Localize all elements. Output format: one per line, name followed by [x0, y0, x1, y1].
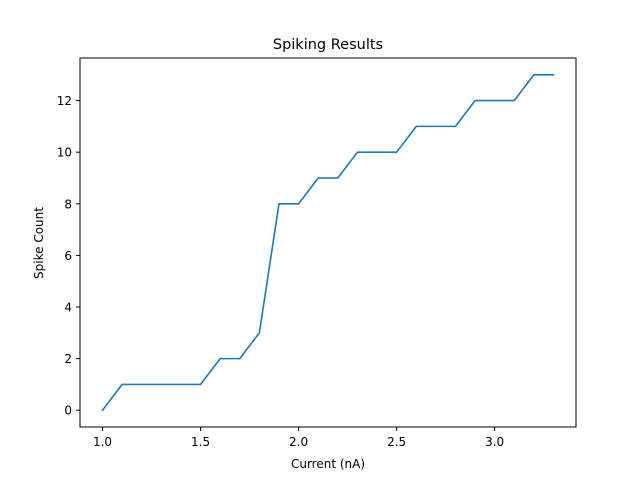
- series-line-0: [101, 73, 555, 412]
- x-tick-label: 2.5: [387, 435, 406, 449]
- chart-title: Spiking Results: [273, 37, 383, 53]
- y-tick-label: 6: [64, 249, 72, 263]
- x-tick-label: 2.0: [289, 435, 308, 449]
- y-tick-label: 10: [57, 146, 72, 160]
- x-axis: 1.0 1.5 2.0 2.5 3.0: [93, 427, 504, 449]
- y-tick-label: 2: [64, 352, 72, 366]
- y-axis-label: Spike Count: [32, 207, 46, 279]
- x-tick-label: 3.0: [485, 435, 504, 449]
- plot-area: [79, 57, 577, 428]
- plot-frame: [79, 57, 577, 428]
- y-tick-label: 4: [64, 301, 72, 315]
- y-tick-label: 0: [64, 404, 72, 418]
- y-tick-label: 8: [64, 197, 72, 211]
- y-axis: 0 2 4 6 8 10 12: [57, 94, 80, 418]
- y-tick-label: 12: [57, 94, 72, 108]
- x-tick-label: 1.5: [191, 435, 210, 449]
- x-axis-label: Current (nA): [291, 457, 365, 471]
- x-tick-label: 1.0: [93, 435, 112, 449]
